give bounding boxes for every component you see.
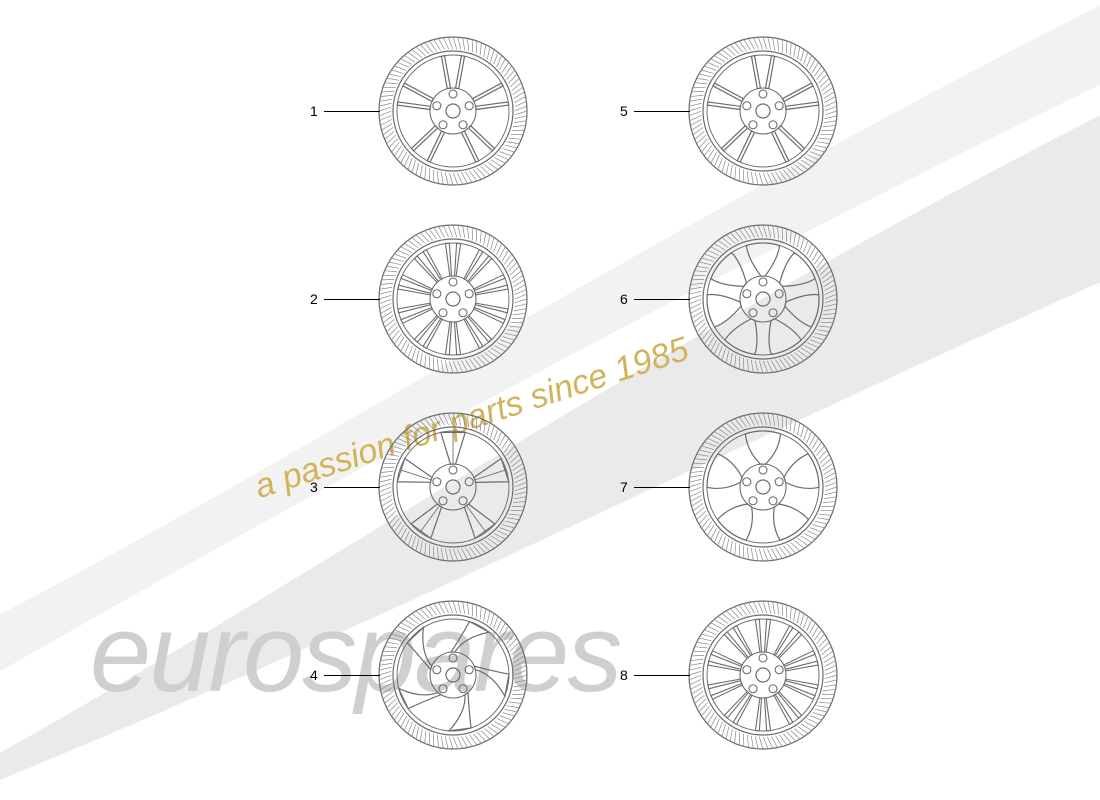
callout-leader-line [634,299,690,300]
callout-7: 7 [620,479,690,495]
wheel-3 [378,412,528,562]
callout-number: 3 [310,479,318,495]
wheel-2 [378,224,528,374]
callout-leader-line [324,675,380,676]
wheel-7 [688,412,838,562]
wheel-1 [378,36,528,186]
wheel-4 [378,600,528,750]
callout-number: 2 [310,291,318,307]
callout-number: 4 [310,667,318,683]
callout-leader-line [324,111,380,112]
callout-leader-line [634,675,690,676]
callout-leader-line [634,111,690,112]
callout-number: 7 [620,479,628,495]
callout-leader-line [324,487,380,488]
callout-2: 2 [310,291,380,307]
callout-number: 1 [310,103,318,119]
callout-leader-line [634,487,690,488]
callout-1: 1 [310,103,380,119]
callout-4: 4 [310,667,380,683]
callout-3: 3 [310,479,380,495]
callout-6: 6 [620,291,690,307]
callout-leader-line [324,299,380,300]
callout-number: 6 [620,291,628,307]
wheel-8 [688,600,838,750]
callout-number: 8 [620,667,628,683]
wheel-5 [688,36,838,186]
callout-number: 5 [620,103,628,119]
watermark-swoosh [0,0,1100,800]
watermark-logo: eurospares [90,590,620,717]
wheel-6 [688,224,838,374]
callout-8: 8 [620,667,690,683]
callout-5: 5 [620,103,690,119]
